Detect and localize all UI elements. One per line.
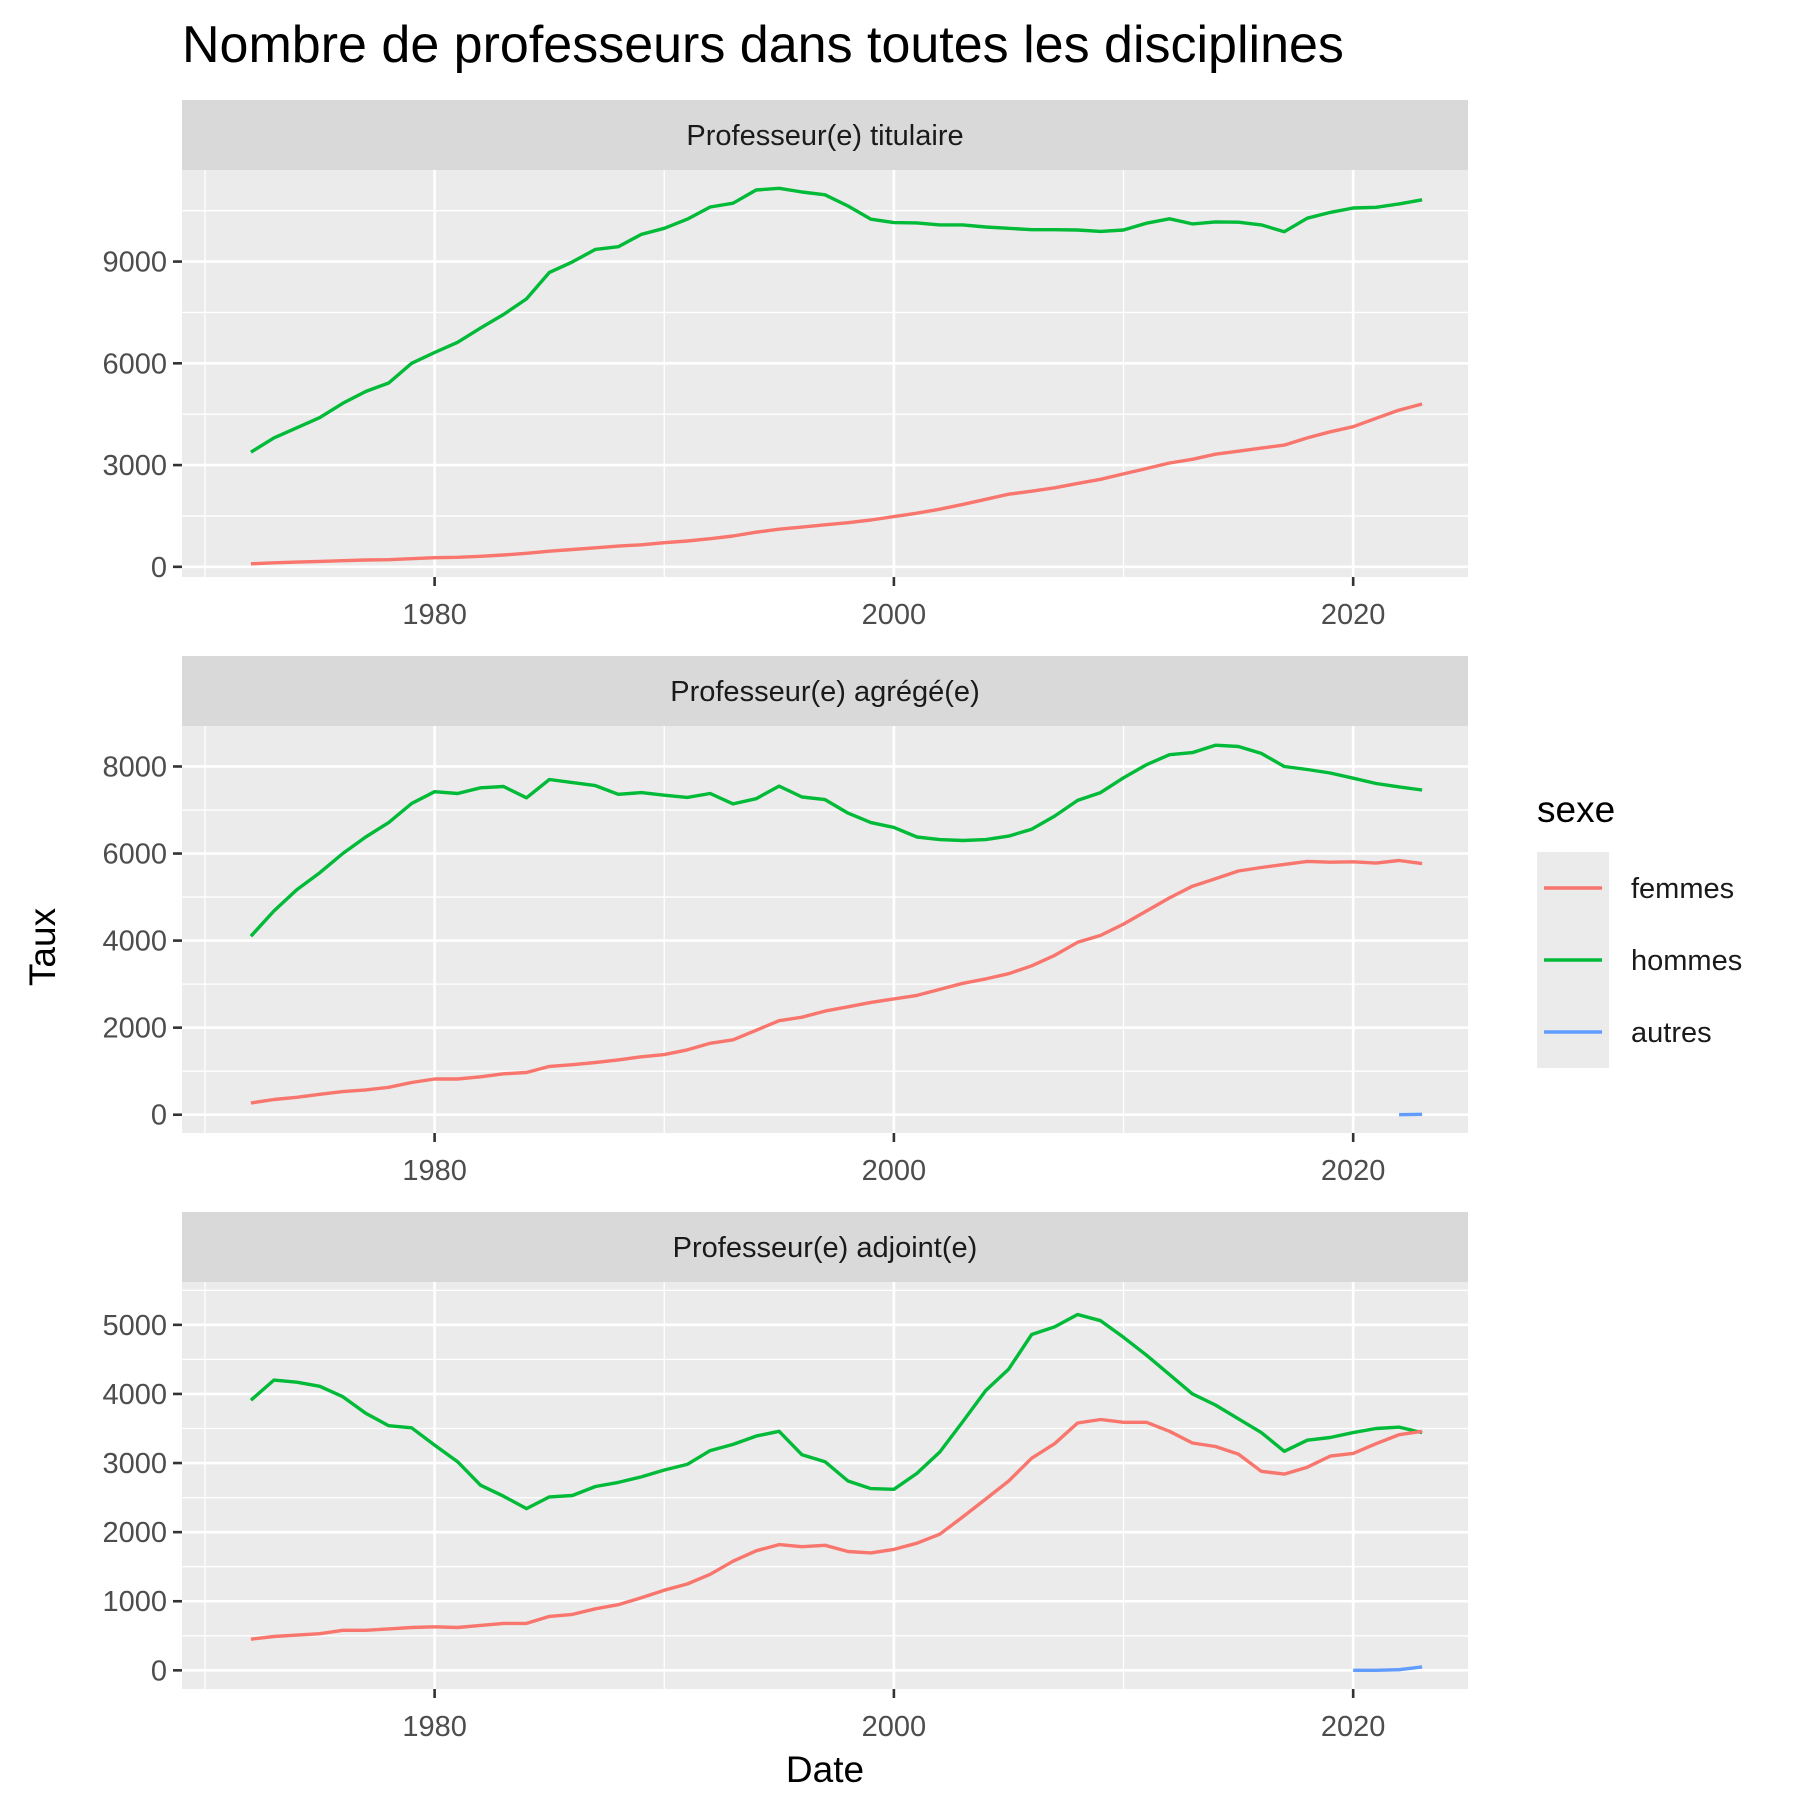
- legend-title: sexe: [1537, 789, 1615, 830]
- y-tick-label: 5000: [102, 1310, 167, 1342]
- y-tick-label: 3000: [102, 450, 167, 482]
- series-line-hommes: [250, 186, 1423, 454]
- legend-entry-hommes: hommes: [1537, 924, 1742, 996]
- y-tick-label: 6000: [102, 839, 167, 871]
- legend-label: femmes: [1631, 873, 1734, 905]
- facet-panel-3: Professeur(e) adjoint(e) 0 1000 2000 3000 400…: [102, 1212, 1468, 1743]
- panel-background: [182, 170, 1468, 577]
- series-line-hommes: [249, 743, 1423, 938]
- y-tick-label: 6000: [102, 348, 167, 380]
- series-line-femmes: [250, 858, 1423, 1105]
- x-tick-label: 2020: [1321, 1711, 1386, 1743]
- facet-strip-label: Professeur(e) titulaire: [686, 120, 963, 152]
- facet-strip: [182, 656, 1468, 726]
- x-tick-label: 2000: [862, 1711, 927, 1743]
- x-tick-label: 1980: [402, 599, 467, 631]
- x-tick-label: 2000: [862, 599, 927, 631]
- y-axis-title: Taux: [22, 907, 63, 986]
- panel-background: [182, 1282, 1468, 1689]
- y-tick-label: 4000: [102, 926, 167, 958]
- y-tick-label: 0: [151, 1655, 167, 1687]
- facet-strip: [182, 1212, 1468, 1282]
- x-tick-label: 1980: [402, 1155, 467, 1187]
- y-tick-label: 0: [151, 552, 167, 584]
- series-line-femmes: [250, 1417, 1423, 1641]
- y-tick-label: 8000: [102, 751, 167, 783]
- x-axis-title: Date: [786, 1749, 864, 1790]
- y-tick-label: 0: [151, 1100, 167, 1132]
- facet-panel-1: Professeur(e) titulaire 0 3000 6000 9000 1980…: [102, 100, 1468, 631]
- y-tick-label: 4000: [102, 1379, 167, 1411]
- facet-strip-label: Professeur(e) agrégé(e): [670, 676, 979, 708]
- y-tick-label: 3000: [102, 1448, 167, 1480]
- legend-label: hommes: [1631, 945, 1742, 977]
- legend-entry-femmes: femmes: [1537, 852, 1734, 924]
- x-tick-label: 2020: [1321, 599, 1386, 631]
- legend-label: autres: [1631, 1017, 1712, 1049]
- x-tick-label: 1980: [402, 1711, 467, 1743]
- facet-strip-label: Professeur(e) adjoint(e): [673, 1232, 978, 1264]
- facet-panel-2: Professeur(e) agrégé(e) 0 2000 4000 6000 8000…: [102, 656, 1468, 1187]
- x-tick-label: 2000: [862, 1155, 927, 1187]
- series-line-femmes: [250, 402, 1423, 566]
- y-tick-label: 2000: [102, 1517, 167, 1549]
- legend: sexe femmes hommes autres: [1537, 789, 1742, 1068]
- panels: Professeur(e) titulaire 0 3000 6000 9000 1980…: [102, 100, 1468, 1743]
- y-tick-label: 1000: [102, 1586, 167, 1618]
- legend-entry-autres: autres: [1537, 996, 1712, 1068]
- panel-background: [182, 726, 1468, 1133]
- series-line-hommes: [249, 1312, 1423, 1511]
- chart-title: Nombre de professeurs dans toutes les di…: [182, 16, 1344, 74]
- y-tick-label: 9000: [102, 247, 167, 279]
- facet-strip: [182, 100, 1468, 170]
- series-line-autres: [1353, 1665, 1423, 1672]
- x-tick-label: 2020: [1321, 1155, 1386, 1187]
- y-tick-label: 2000: [102, 1013, 167, 1045]
